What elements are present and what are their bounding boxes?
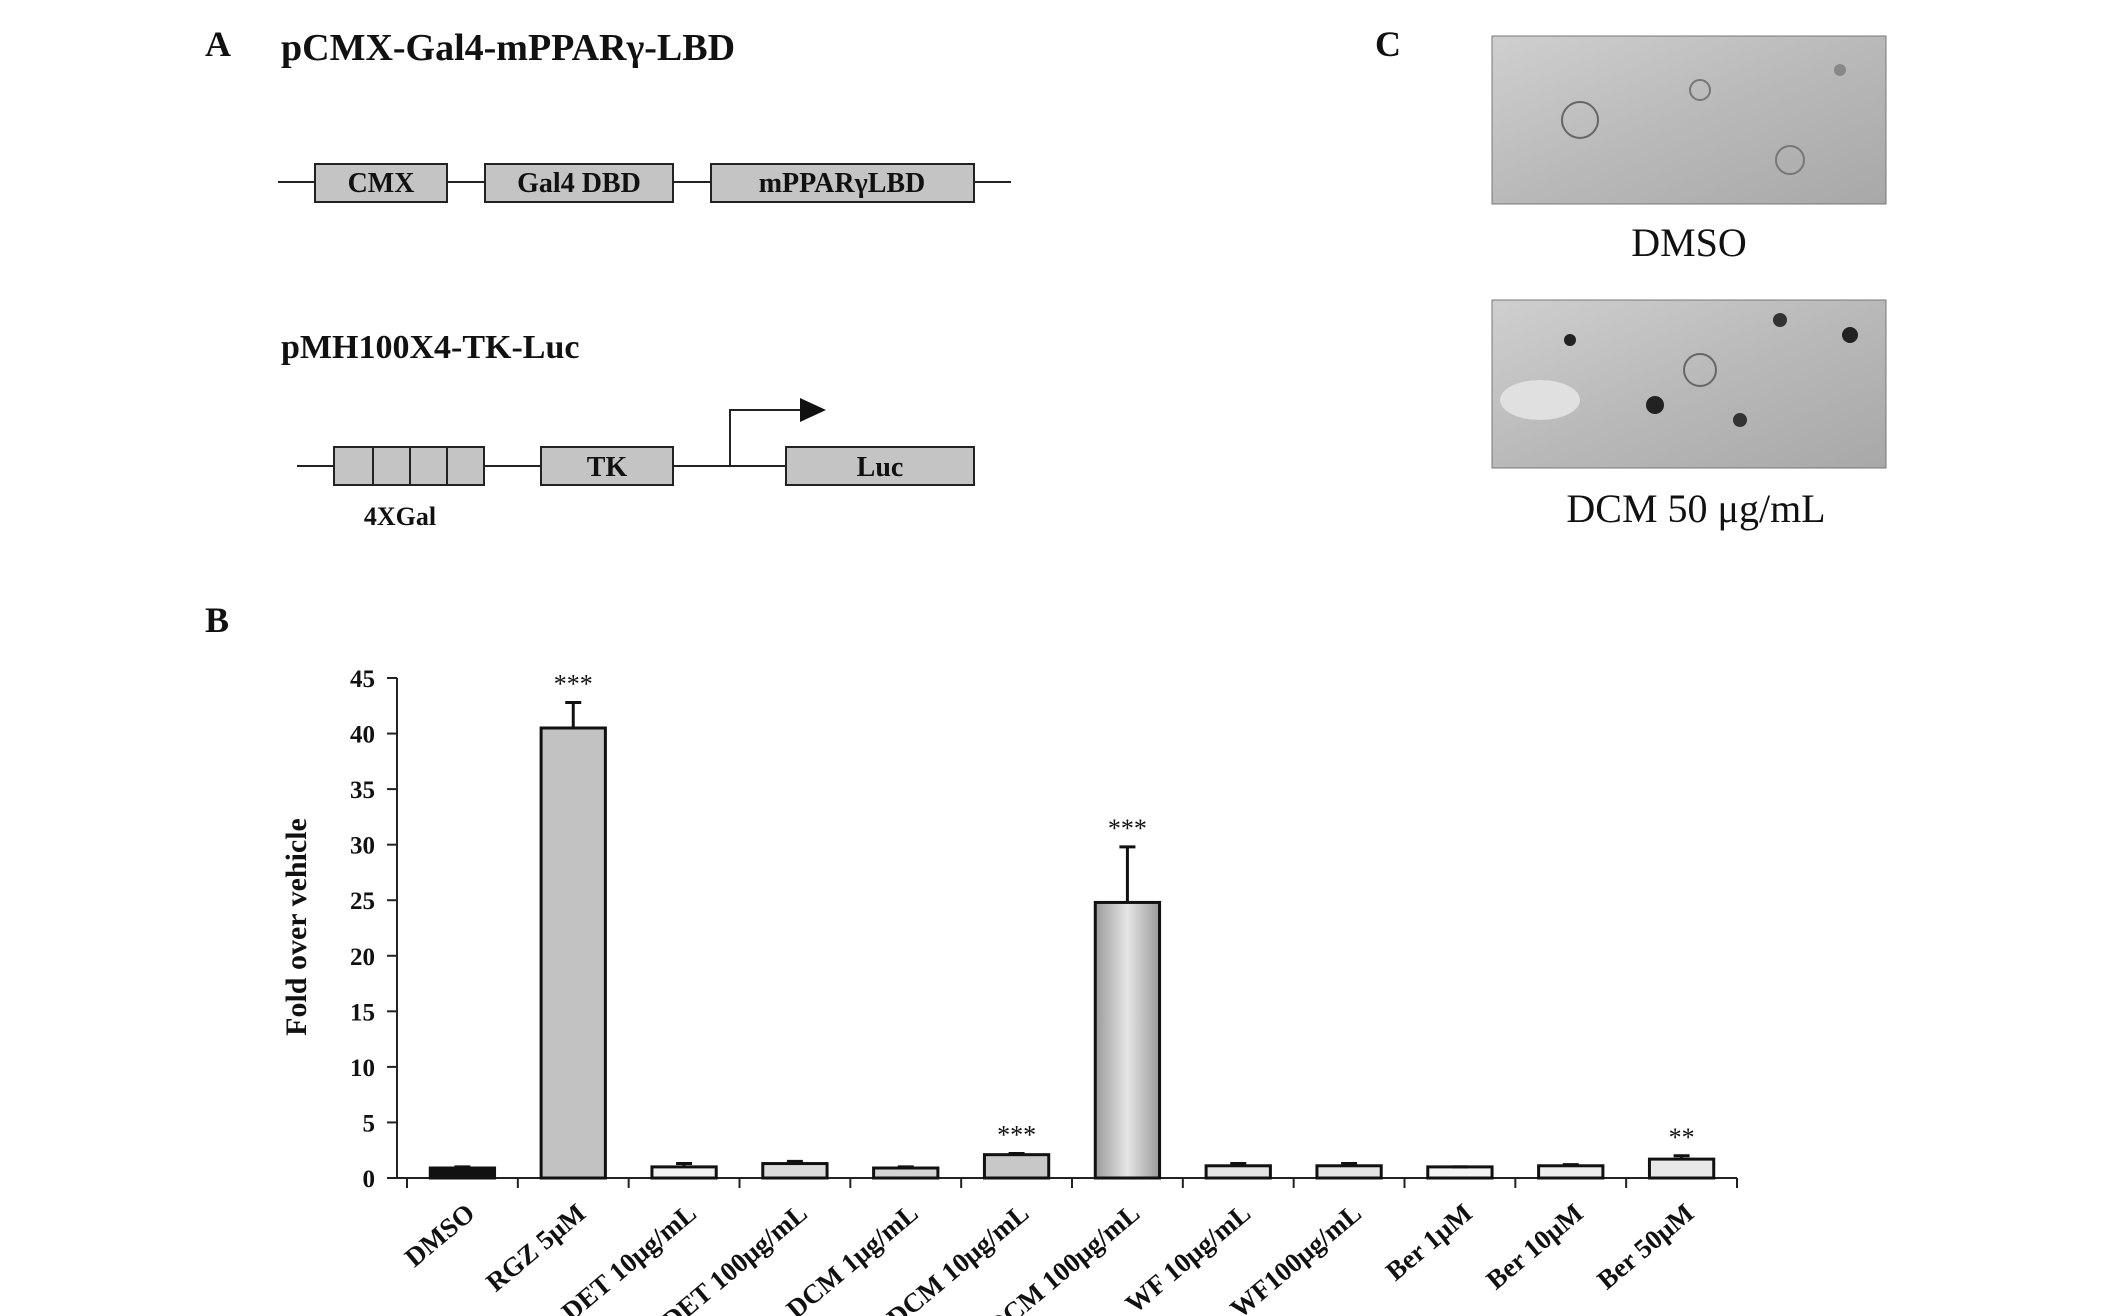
box-label: TK [587, 452, 628, 483]
bar [761, 1162, 829, 1180]
micrograph [1491, 35, 1887, 205]
x-tick-label: RGZ 5μM [480, 1198, 591, 1298]
y-tick-label: 25 [350, 888, 375, 915]
y-tick-label: 0 [363, 1166, 376, 1193]
x-tick-label: Ber 50μM [1591, 1198, 1699, 1296]
significance-label: ** [1669, 1123, 1695, 1152]
bar [1315, 1164, 1383, 1180]
panel-label: A [205, 24, 231, 64]
box-label: CMX [348, 168, 415, 199]
bar [1537, 1164, 1605, 1180]
gene-box [484, 163, 674, 203]
box-label: mPPARγLBD [759, 168, 926, 199]
y-tick-label: 15 [350, 999, 375, 1026]
bar [1204, 1164, 1272, 1180]
significance-label: *** [1108, 814, 1147, 843]
gene-box [710, 163, 975, 203]
significance-label: *** [997, 1121, 1036, 1150]
y-tick-label: 35 [350, 777, 375, 804]
construct-title: pCMX-Gal4-mPPARγ-LBD [281, 27, 735, 69]
bar [539, 726, 607, 1180]
arrow-head [800, 398, 826, 422]
micrograph [1491, 299, 1887, 469]
image-caption: DMSO [1631, 220, 1747, 265]
bar [872, 1166, 940, 1180]
significance-label: *** [554, 669, 593, 698]
panel-label: B [205, 600, 229, 640]
y-tick-label: 10 [350, 1055, 375, 1082]
bar [1093, 900, 1162, 1180]
box-label: Luc [857, 452, 904, 483]
promoter-arrow [729, 409, 805, 466]
box-label: Gal4 DBD [517, 168, 641, 199]
bar [1647, 1157, 1716, 1180]
gene-box [785, 446, 975, 486]
bar [428, 1166, 497, 1180]
y-tick-label: 45 [350, 666, 375, 693]
y-tick-label: 5 [363, 1110, 376, 1137]
y-tick-label: 40 [350, 722, 375, 749]
gene-box [540, 446, 674, 486]
y-tick-label: 30 [350, 833, 375, 860]
x-tick-label: Ber 10μM [1480, 1198, 1588, 1296]
gene-box [314, 163, 448, 203]
panel-label: C [1375, 24, 1401, 64]
bar [650, 1165, 718, 1180]
bar [1426, 1165, 1494, 1180]
element-label: 4XGal [364, 502, 436, 531]
x-tick-label: Ber 1μM [1380, 1198, 1478, 1287]
bar [982, 1153, 1051, 1180]
image-caption: DCM 50 μg/mL [1566, 486, 1825, 531]
y-tick-label: 20 [350, 944, 375, 971]
x-tick-label: DMSO [399, 1198, 480, 1273]
y-axis-label: Fold over vehicle [280, 818, 313, 1036]
construct-title: pMH100X4-TK-Luc [281, 329, 579, 366]
